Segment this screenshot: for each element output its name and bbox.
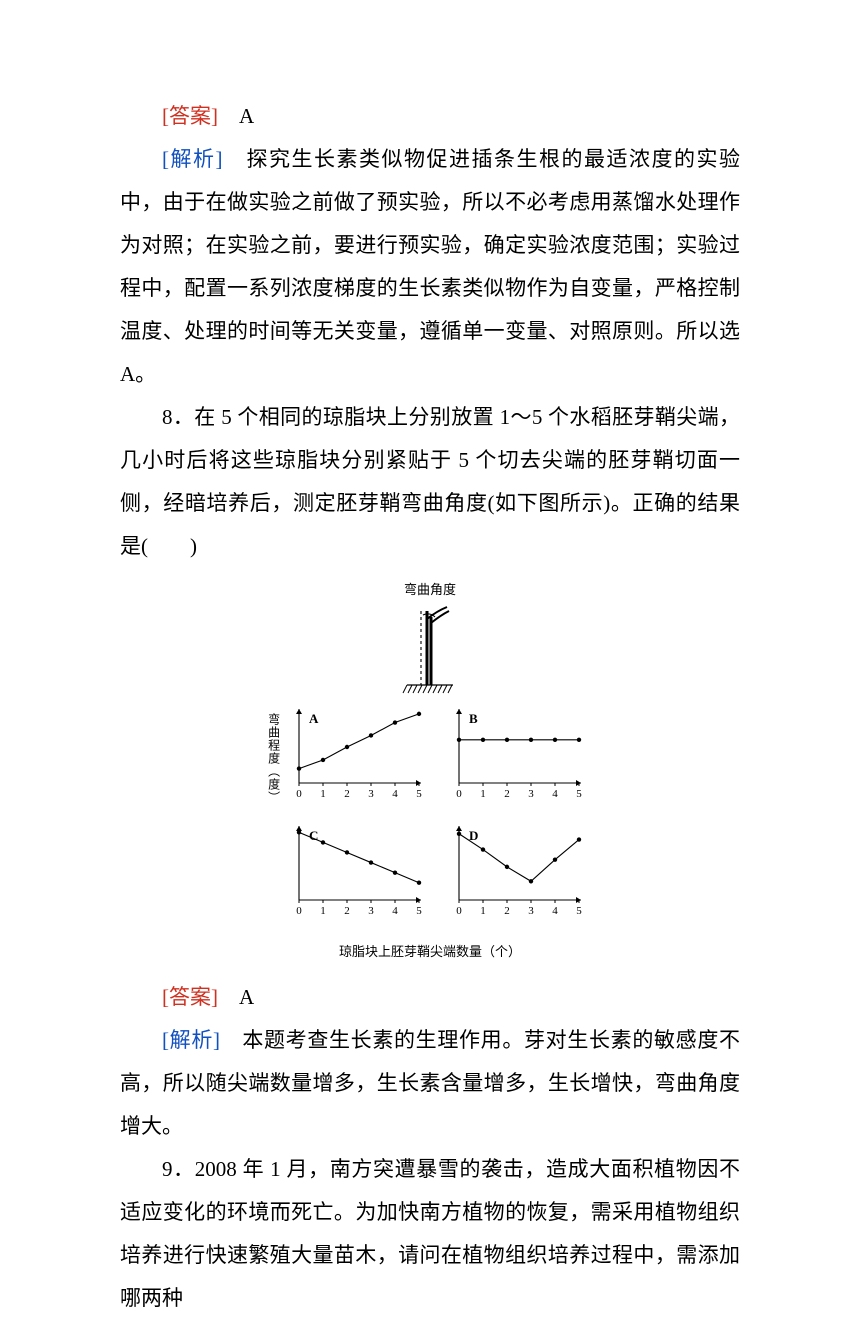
q8-analysis: [解析] 本题考查生长素的生理作用。芽对生长素的敏感度不高，所以随尖端数量增多，… (120, 1019, 740, 1148)
svg-text:4: 4 (392, 788, 398, 800)
q8-stem: 8．在 5 个相同的琼脂块上分别放置 1～5 个水稻胚芽鞘尖端，几小时后将这些琼… (120, 396, 740, 568)
figure: 弯曲角度 弯曲程度（度） 0 1 2 3 4 5 A 0 1 2 3 4 5 B 0 1 2 3 4 5 C 0 1 2… (120, 577, 740, 966)
chart-D-svg: 012345D (435, 820, 585, 920)
analysis-label: [解析] (162, 147, 223, 171)
svg-text:0: 0 (456, 788, 462, 800)
q8-answer-value: A (239, 985, 254, 1009)
shoot-diagram: 弯曲角度 (387, 577, 473, 698)
svg-text:2: 2 (504, 788, 510, 800)
q7-answer-value: A (239, 104, 254, 128)
svg-text:3: 3 (528, 905, 534, 917)
q9-stem: 9．2008 年 1 月，南方突遭暴雪的袭击，造成大面积植物因不适应变化的环境而… (120, 1148, 740, 1320)
chart-A: 弯曲程度（度） 012345A (275, 703, 425, 818)
svg-text:3: 3 (528, 788, 534, 800)
svg-text:4: 4 (552, 788, 558, 800)
svg-text:B: B (469, 711, 478, 726)
svg-text:2: 2 (504, 905, 510, 917)
q7-analysis-text: 探究生长素类似物促进插条生根的最适浓度的实验中，由于在做实验之前做了预实验，所以… (120, 147, 740, 386)
svg-text:A: A (309, 711, 319, 726)
chart-B-svg: 0 1 2 3 4 5 B (435, 703, 585, 803)
svg-text:5: 5 (576, 788, 582, 800)
y-axis-label: 弯曲程度（度） (261, 713, 286, 804)
svg-text:1: 1 (480, 905, 486, 917)
svg-text:1: 1 (480, 788, 486, 800)
svg-text:1: 1 (320, 788, 326, 800)
shoot-svg (387, 605, 473, 697)
q7-answer-line: [答案] A (120, 95, 740, 138)
charts-grid: 弯曲程度（度） 012345A 012345B 012345C 012345D … (275, 703, 585, 966)
analysis-label: [解析] (162, 1028, 220, 1052)
chart-B: 0 1 2 3 4 5 B (435, 703, 585, 818)
svg-text:3: 3 (368, 788, 374, 800)
q8-answer-line: [答案] A (120, 976, 740, 1019)
svg-text:4: 4 (552, 905, 558, 917)
svg-text:2: 2 (344, 788, 350, 800)
svg-text:C: C (309, 828, 318, 843)
svg-text:3: 3 (368, 905, 374, 917)
chart-A-svg: 0 1 2 3 4 5 A (275, 703, 425, 803)
svg-text:0: 0 (296, 788, 302, 800)
svg-text:0: 0 (296, 905, 302, 917)
chart-C: 0 1 2 3 4 5 C (275, 820, 425, 935)
q7-analysis: [解析] 探究生长素类似物促进插条生根的最适浓度的实验中，由于在做实验之前做了预… (120, 138, 740, 396)
x-axis-caption: 琼脂块上胚芽鞘尖端数量（个） (275, 939, 585, 966)
shoot-diagram-label: 弯曲角度 (404, 577, 456, 604)
svg-text:4: 4 (392, 905, 398, 917)
svg-text:2: 2 (344, 905, 350, 917)
svg-text:1: 1 (320, 905, 326, 917)
chart-D: 012345D (435, 820, 585, 935)
svg-text:5: 5 (416, 905, 422, 917)
answer-label: [答案] (162, 104, 218, 128)
svg-text:5: 5 (576, 905, 582, 917)
svg-text:5: 5 (416, 788, 422, 800)
answer-label: [答案] (162, 985, 218, 1009)
chart-C-svg: 0 1 2 3 4 5 C (275, 820, 425, 920)
svg-text:0: 0 (456, 905, 462, 917)
